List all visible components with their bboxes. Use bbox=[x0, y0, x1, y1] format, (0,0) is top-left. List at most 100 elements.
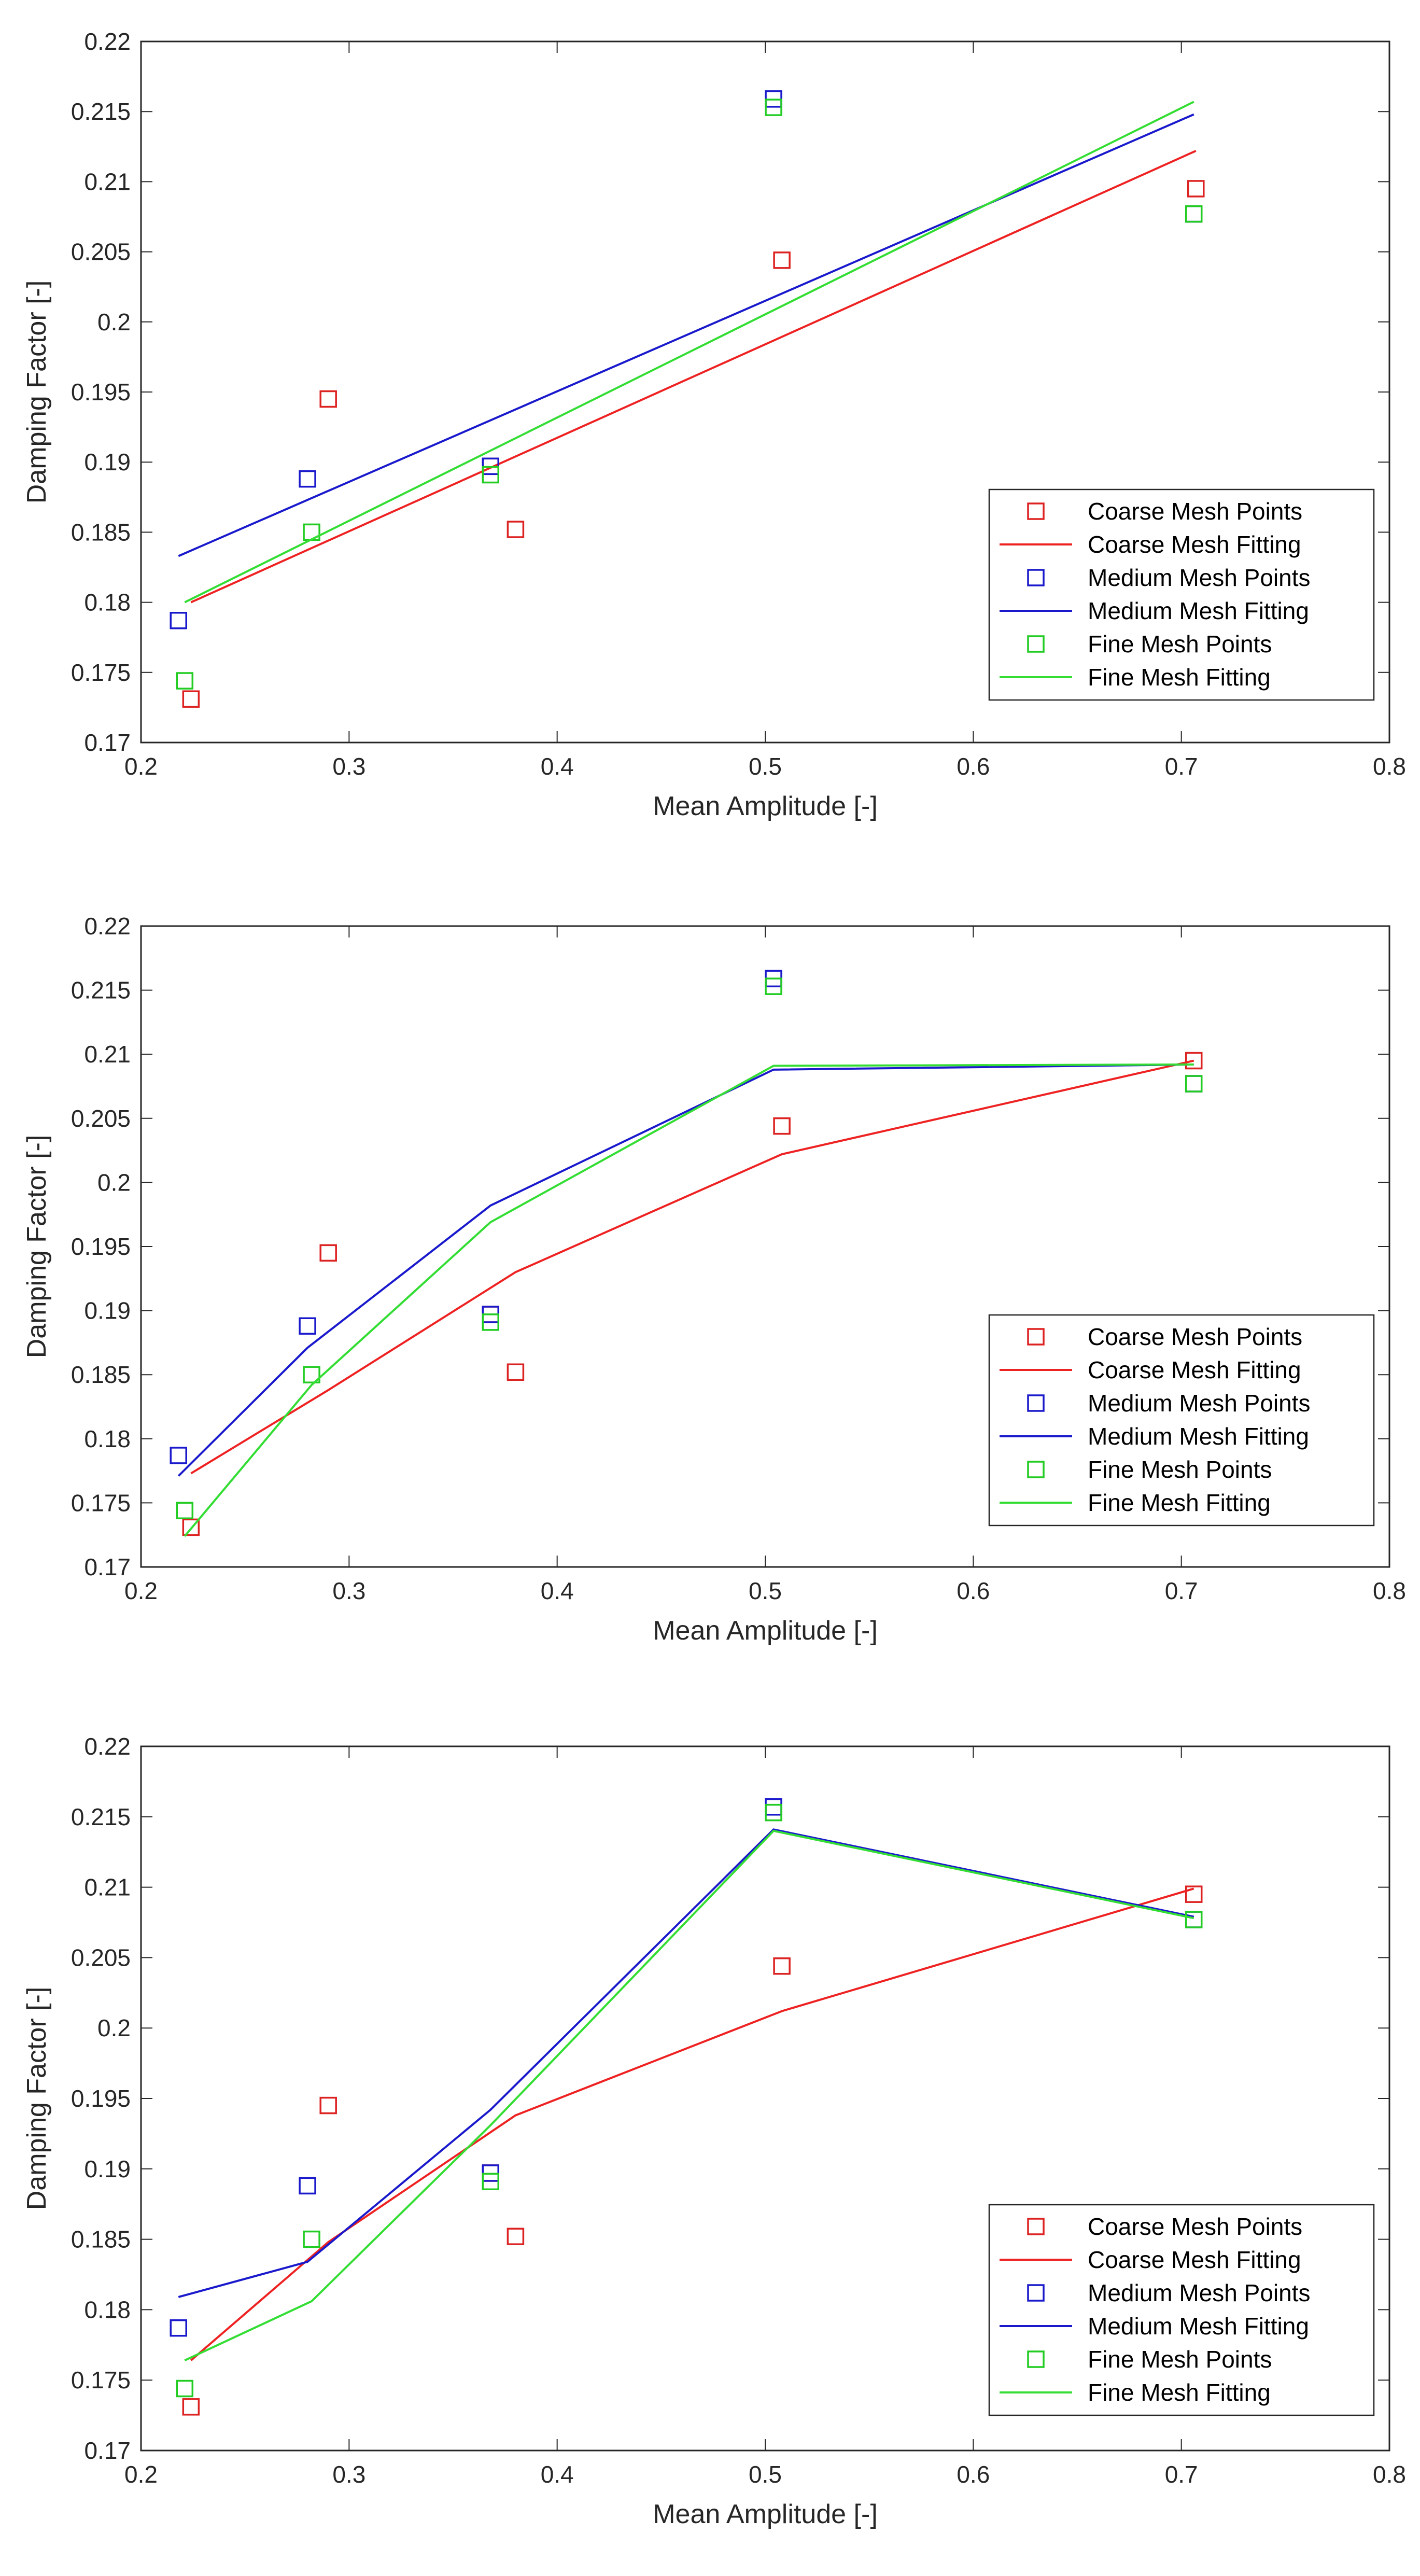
chart-2: 0.2 0.3 0.4 0.5 0.6 0.7 0.8 0.17 0.175 0.18 0.185 0… bbox=[22, 913, 1406, 1646]
data-point bbox=[773, 1957, 791, 1975]
x-tick-label: 0.6 bbox=[957, 1577, 990, 1604]
y-tick-label: 0.175 bbox=[71, 2367, 131, 2393]
y-axis-label: Damping Factor [-] bbox=[22, 1135, 52, 1359]
data-point bbox=[170, 1447, 187, 1464]
data-point bbox=[176, 1502, 194, 1519]
y-tick-label: 0.18 bbox=[84, 1425, 131, 1452]
y-tick-label: 0.17 bbox=[84, 2437, 131, 2464]
data-point bbox=[482, 466, 499, 484]
y-tick-label: 0.2 bbox=[97, 309, 131, 335]
data-point bbox=[170, 2319, 187, 2337]
x-tick-label: 0.7 bbox=[1165, 753, 1198, 780]
x-tick-label: 0.6 bbox=[957, 753, 990, 780]
legend-entry: Coarse Mesh Fitting bbox=[1088, 531, 1301, 558]
x-tick-label: 0.2 bbox=[124, 753, 158, 780]
legend: Coarse Mesh Points Coarse Mesh Fitting Med… bbox=[988, 2204, 1375, 2416]
y-tick-label: 0.195 bbox=[71, 2085, 131, 2112]
legend: Coarse Mesh Points Coarse Mesh Fitting Med… bbox=[988, 488, 1375, 701]
legend-marker-swatch bbox=[1027, 569, 1045, 586]
legend-entry: Fine Mesh Points bbox=[1088, 631, 1272, 657]
legend-entry: Coarse Mesh Points bbox=[1088, 498, 1302, 525]
legend-marker-swatch bbox=[1027, 2218, 1045, 2235]
legend-marker-swatch bbox=[1027, 1461, 1045, 1478]
chart-3: 0.2 0.3 0.4 0.5 0.6 0.7 0.8 0.17 0.175 0.18 0.185 0… bbox=[22, 1733, 1406, 2529]
fit-line bbox=[190, 1887, 1194, 2361]
y-tick-label: 0.21 bbox=[84, 1041, 131, 1068]
series-fine-mesh-points bbox=[176, 1803, 1203, 2398]
x-tick-label: 0.4 bbox=[541, 2461, 574, 2488]
legend-box bbox=[988, 1314, 1375, 1527]
x-tick-label: 0.5 bbox=[749, 753, 782, 780]
fit-line bbox=[190, 150, 1197, 604]
series-medium-mesh-fitting bbox=[177, 1063, 1194, 1477]
data-point bbox=[299, 2177, 316, 2195]
y-tick-label: 0.205 bbox=[71, 1105, 131, 1132]
legend-marker-swatch bbox=[1027, 1394, 1045, 1412]
fit-line bbox=[184, 101, 1194, 604]
y-tick-label: 0.175 bbox=[71, 659, 131, 686]
x-tick-label: 0.8 bbox=[1373, 753, 1406, 780]
data-point bbox=[303, 1366, 320, 1383]
fit-line bbox=[178, 1828, 1194, 2298]
data-point bbox=[482, 2173, 499, 2190]
x-tick-label: 0.5 bbox=[749, 1577, 782, 1604]
legend-marker-swatch bbox=[1027, 635, 1045, 653]
legend-entry: Coarse Mesh Points bbox=[1088, 1323, 1302, 1350]
y-tick-label: 0.195 bbox=[71, 1233, 131, 1260]
y-tick-label: 0.19 bbox=[84, 449, 131, 475]
y-axis-label: Damping Factor [-] bbox=[22, 1987, 52, 2210]
x-axis-label: Mean Amplitude [-] bbox=[653, 1616, 878, 1646]
x-tick-label: 0.7 bbox=[1165, 2461, 1198, 2488]
chart-1: 0.2 0.3 0.4 0.5 0.6 0.7 0.8 0.17 0.175 0.18 0.185 0… bbox=[22, 28, 1406, 821]
fit-line bbox=[184, 1063, 1194, 1537]
y-tick-label: 0.2 bbox=[97, 2014, 131, 2041]
legend-entry: Fine Mesh Fitting bbox=[1088, 664, 1271, 691]
data-point bbox=[1185, 205, 1203, 223]
legend-marker-swatch bbox=[1027, 502, 1045, 520]
legend-entry: Fine Mesh Points bbox=[1088, 2346, 1272, 2373]
data-point bbox=[1185, 1052, 1203, 1070]
y-tick-label: 0.22 bbox=[84, 1733, 131, 1760]
data-point bbox=[1185, 1075, 1203, 1093]
data-point bbox=[319, 390, 337, 408]
series-fine-mesh-fitting bbox=[184, 1829, 1194, 2361]
y-axis-label: Damping Factor [-] bbox=[22, 281, 52, 504]
data-point bbox=[182, 2398, 200, 2416]
data-point bbox=[765, 99, 782, 116]
y-tick-label: 0.21 bbox=[84, 168, 131, 195]
y-tick-label: 0.21 bbox=[84, 1874, 131, 1901]
y-tick-label: 0.19 bbox=[84, 1297, 131, 1324]
y-tick-label: 0.17 bbox=[84, 1553, 131, 1580]
data-point bbox=[765, 977, 782, 995]
legend-entry: Coarse Mesh Fitting bbox=[1088, 2246, 1301, 2273]
legend-box bbox=[988, 488, 1375, 701]
fit-line bbox=[184, 1829, 1194, 2361]
axes-frame bbox=[140, 1745, 1390, 2452]
data-point bbox=[299, 470, 316, 488]
legend-marker-swatch bbox=[1027, 2350, 1045, 2368]
legend-entry: Medium Mesh Fitting bbox=[1088, 597, 1309, 624]
axes-frame bbox=[140, 40, 1390, 744]
series-coarse-mesh-fitting bbox=[190, 1887, 1194, 2361]
data-point bbox=[319, 2096, 337, 2115]
x-tick-label: 0.2 bbox=[124, 2461, 158, 2488]
legend-entry: Fine Mesh Fitting bbox=[1088, 2379, 1271, 2406]
y-tick-label: 0.195 bbox=[71, 379, 131, 405]
data-point bbox=[319, 1244, 337, 1262]
y-tick-label: 0.17 bbox=[84, 729, 131, 756]
fit-line bbox=[177, 1063, 1194, 1477]
data-point bbox=[299, 1317, 316, 1335]
data-point bbox=[182, 690, 200, 708]
legend-entry: Coarse Mesh Fitting bbox=[1088, 1356, 1301, 1383]
series-fine-mesh-points bbox=[176, 977, 1203, 1519]
x-axis-label: Mean Amplitude [-] bbox=[653, 791, 878, 821]
legend-entry: Medium Mesh Points bbox=[1088, 564, 1311, 591]
fit-line bbox=[190, 1059, 1194, 1475]
y-tick-label: 0.18 bbox=[84, 2296, 131, 2323]
x-tick-label: 0.2 bbox=[124, 1577, 158, 1604]
data-point bbox=[1185, 1885, 1203, 1903]
series-medium-mesh-fitting bbox=[178, 1828, 1194, 2298]
y-tick-label: 0.19 bbox=[84, 2155, 131, 2182]
y-tick-label: 0.215 bbox=[71, 1803, 131, 1830]
